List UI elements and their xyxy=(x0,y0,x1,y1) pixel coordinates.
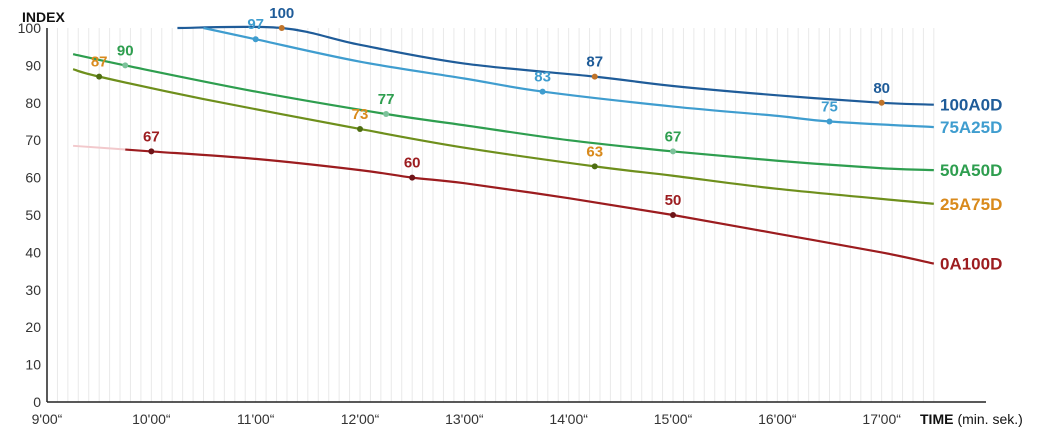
x-axis-title-main: TIME xyxy=(920,411,953,427)
data-label: 100 xyxy=(269,5,294,22)
y-tick-labels: 0 10 20 30 40 50 60 70 80 90 100 xyxy=(18,20,42,410)
y-tick-label: 0 xyxy=(33,394,41,410)
data-point xyxy=(591,73,598,80)
y-tick-label: 100 xyxy=(18,20,42,36)
y-tick-label: 40 xyxy=(25,244,41,260)
series-line xyxy=(177,25,934,106)
series-label: 0A100D xyxy=(940,255,1002,274)
data-label: 87 xyxy=(91,54,108,71)
y-tick-label: 10 xyxy=(25,357,41,373)
x-tick-label: 12'00“ xyxy=(341,411,380,427)
y-tick-label: 60 xyxy=(25,170,41,186)
y-tick-label: 20 xyxy=(25,319,41,335)
data-point xyxy=(591,163,598,170)
series-line xyxy=(125,148,935,265)
series-label: 25A75D xyxy=(940,195,1002,214)
x-tick-label: 11'00“ xyxy=(237,411,275,427)
series-line xyxy=(72,53,934,172)
x-axis-title-unit: (min. sek.) xyxy=(957,411,1022,427)
data-point xyxy=(252,36,259,43)
data-label: 75 xyxy=(821,99,838,116)
data-point xyxy=(96,73,103,80)
x-tick-label: 13'00“ xyxy=(445,411,484,427)
data-point xyxy=(878,99,885,106)
data-label: 60 xyxy=(404,155,421,172)
data-label: 63 xyxy=(586,143,603,160)
x-axis-title: TIME (min. sek.) xyxy=(920,411,1023,427)
data-label: 97 xyxy=(247,16,264,33)
data-label: 90 xyxy=(117,42,134,59)
data-point xyxy=(148,148,155,155)
y-axis-title: INDEX xyxy=(22,9,65,25)
series-group xyxy=(72,25,935,265)
y-tick-label: 30 xyxy=(25,282,41,298)
data-label: 50 xyxy=(665,192,682,209)
data-point xyxy=(278,25,285,31)
data-point xyxy=(383,111,390,118)
series-line-faded xyxy=(73,144,126,151)
data-label: 83 xyxy=(534,69,551,86)
x-tick-labels: 9'00“ 10'00“ 11'00“ 12'00“ 13'00“ 14'00“ 15'00… xyxy=(32,411,902,427)
data-points xyxy=(96,25,885,218)
data-point xyxy=(122,62,129,69)
grid-lines xyxy=(56,28,935,402)
series-label: 100A0D xyxy=(940,96,1002,115)
data-point xyxy=(539,88,546,95)
y-tick-label: 70 xyxy=(25,132,41,148)
data-point xyxy=(670,148,676,155)
x-tick-label: 17'00“ xyxy=(862,411,901,427)
x-tick-label: 9'00“ xyxy=(32,411,63,427)
data-labels: 100 87 80 97 83 75 90 77 67 87 73 63 67 60 50 xyxy=(91,5,890,209)
x-tick-label: 15'00“ xyxy=(654,411,693,427)
axes xyxy=(46,28,986,403)
data-label: 67 xyxy=(143,128,160,145)
x-tick-label: 16'00“ xyxy=(758,411,797,427)
data-label: 77 xyxy=(378,91,395,108)
data-label: 67 xyxy=(665,128,682,145)
y-tick-label: 50 xyxy=(25,207,41,223)
data-label: 73 xyxy=(352,106,369,123)
data-point xyxy=(409,174,416,181)
x-tick-label: 14'00“ xyxy=(549,411,588,427)
data-point xyxy=(670,212,676,218)
data-label: 80 xyxy=(873,80,890,97)
series-label: 75A25D xyxy=(940,118,1002,137)
series-label: 50A50D xyxy=(940,161,1002,180)
x-tick-label: 10'00“ xyxy=(132,411,171,427)
data-point xyxy=(826,118,833,125)
series-line xyxy=(72,68,934,205)
data-point xyxy=(357,125,363,132)
series-labels: 100A0D 75A25D 50A50D 25A75D 0A100D xyxy=(940,96,1002,274)
data-label: 87 xyxy=(586,54,603,71)
series-line xyxy=(203,26,934,129)
y-tick-label: 80 xyxy=(25,95,41,111)
y-tick-label: 90 xyxy=(25,57,41,73)
